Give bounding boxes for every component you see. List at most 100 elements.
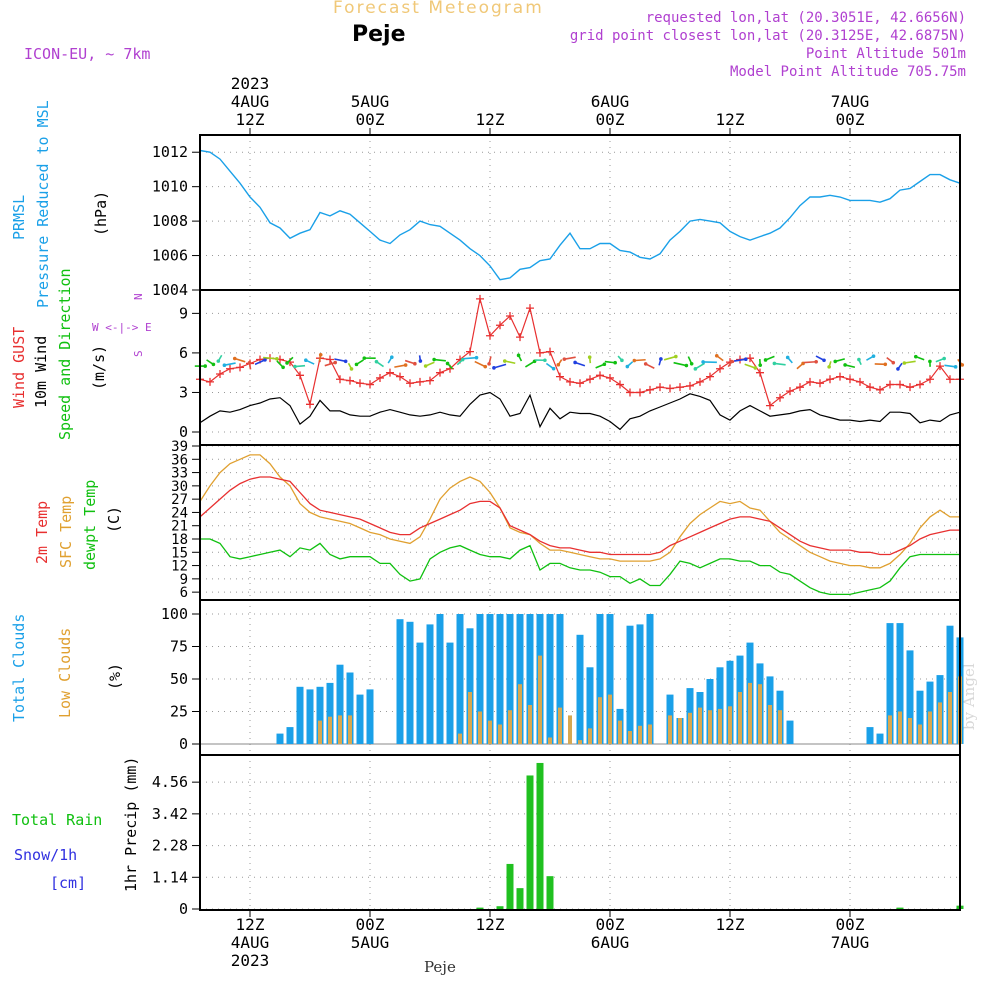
wind-arrow-head: [896, 367, 900, 371]
gust-marker: [846, 375, 854, 384]
gust-marker: [486, 331, 494, 340]
xtick-bottom-label: 12Z: [236, 915, 265, 934]
dewpt-line: [200, 538, 960, 596]
panel-frames: [199, 134, 961, 911]
xtick-top-label: 00Z: [596, 110, 625, 129]
total-cloud-bar: [496, 614, 504, 744]
total-cloud-bar: [396, 619, 404, 744]
low-cloud-bar: [618, 720, 622, 744]
ytick-label-pressure: 1012: [152, 143, 188, 161]
xtick-bottom-label: 00Z: [356, 915, 385, 934]
label-total-rain: Total Rain: [12, 811, 102, 829]
total-cloud-bar: [526, 614, 534, 744]
gust-marker: [566, 377, 574, 386]
gust-marker: [416, 377, 424, 386]
wind-arrow-head: [362, 356, 367, 360]
wind-arrow-head: [222, 363, 227, 367]
wind-arrow: [334, 358, 346, 363]
gust-marker: [476, 294, 484, 303]
label-dewpt-temp: dewpt Temp: [81, 480, 99, 570]
label-wind-gust: Wind GUST: [10, 327, 28, 408]
wind-arrow-head: [833, 359, 838, 364]
wind-arrow-head: [487, 362, 491, 366]
low-cloud-bar: [748, 682, 752, 744]
wind-arrow-head: [216, 359, 221, 363]
ytick-label-temperature: 6: [180, 585, 188, 601]
gust-marker: [496, 321, 504, 330]
label-celsius: (C): [105, 506, 123, 533]
wind-arrow-head: [883, 362, 888, 367]
wind-arrow-head: [714, 353, 719, 358]
low-cloud-bar: [888, 715, 892, 744]
point-altitude: Point Altitude 501m: [805, 46, 966, 62]
wind-arrow: [434, 358, 446, 362]
gust-marker: [716, 364, 724, 373]
wind-arrow-head: [625, 364, 630, 369]
xtick-bottom-label: 5AUG: [351, 933, 390, 952]
footer-location: Peje: [424, 958, 456, 976]
wind-arrow-head: [374, 359, 379, 364]
wind-arrow-head: [822, 358, 826, 363]
label-prmsl: PRMSL: [10, 195, 28, 240]
wind-arrow-head: [763, 358, 768, 362]
wind-arrow-head: [613, 360, 617, 365]
low-cloud-bar: [328, 716, 332, 744]
low-cloud-bar: [918, 724, 922, 744]
gust-line: [199, 298, 960, 407]
wind-arrow-head: [744, 357, 748, 362]
wind-arrow-head: [573, 360, 577, 365]
total-cloud-bar: [556, 614, 564, 744]
wind-arrow-head: [758, 363, 763, 367]
wind-arrow-head: [753, 366, 758, 370]
low-cloud-bar: [768, 705, 772, 744]
gust-marker: [556, 372, 564, 381]
gust-marker: [886, 380, 894, 389]
wind-arrow: [944, 364, 956, 368]
wind-arrow-head: [602, 362, 607, 367]
total-cloud-bar: [486, 614, 494, 744]
xtick-top-label: 7AUG: [831, 92, 870, 111]
total-cloud-bar: [506, 614, 514, 744]
xtick-bottom-label: 12Z: [716, 915, 745, 934]
wind-arrow: [463, 356, 477, 360]
low-cloud-bar: [598, 697, 602, 744]
ytick-label-temperature: 39: [171, 439, 188, 455]
gust-marker: [876, 385, 884, 394]
label-10m-wind: 10m Wind: [32, 336, 50, 408]
gust-marker: [816, 379, 824, 388]
low-cloud-bar: [458, 733, 462, 744]
total-cloud-bar: [476, 614, 484, 744]
total-cloud-bar: [406, 621, 414, 744]
total-cloud-bar: [636, 624, 644, 744]
wind-arrow: [234, 357, 246, 363]
wind-arrow-head: [432, 357, 436, 362]
low-cloud-bar: [718, 708, 722, 744]
wind-arrow-head: [928, 359, 932, 364]
wind-arrow: [564, 356, 576, 360]
gust-marker: [936, 362, 944, 371]
xtick-bottom-label: 7AUG: [831, 933, 870, 952]
rain-bar: [526, 775, 534, 909]
wind-arrow-head: [333, 360, 338, 365]
temp-2m-line: [199, 476, 960, 556]
wind-arrow-head: [247, 361, 252, 365]
gust-marker: [806, 377, 814, 386]
total-cloud-bar: [546, 614, 554, 744]
gust-marker: [796, 383, 804, 392]
gust-marker: [326, 355, 334, 364]
wind-arrow-head: [913, 354, 918, 359]
wind-arrow-head: [689, 361, 694, 366]
gust-marker: [536, 348, 544, 357]
ytick-label-clouds: 75: [170, 638, 188, 656]
rain-bar: [536, 762, 544, 909]
axis-labels: 1004100610081010101203696912151821242730…: [152, 74, 869, 970]
ytick-label-precipitation: 2.28: [152, 837, 188, 855]
location-title: Peje: [352, 22, 406, 47]
low-cloud-bar: [588, 728, 592, 744]
wind-arrow-head: [684, 363, 689, 368]
wind-arrow-head: [674, 354, 678, 359]
wind-arrow-head: [960, 363, 965, 367]
gust-marker: [896, 380, 904, 389]
low-cloud-bar: [638, 725, 642, 744]
wind-arrow-head: [349, 367, 354, 371]
